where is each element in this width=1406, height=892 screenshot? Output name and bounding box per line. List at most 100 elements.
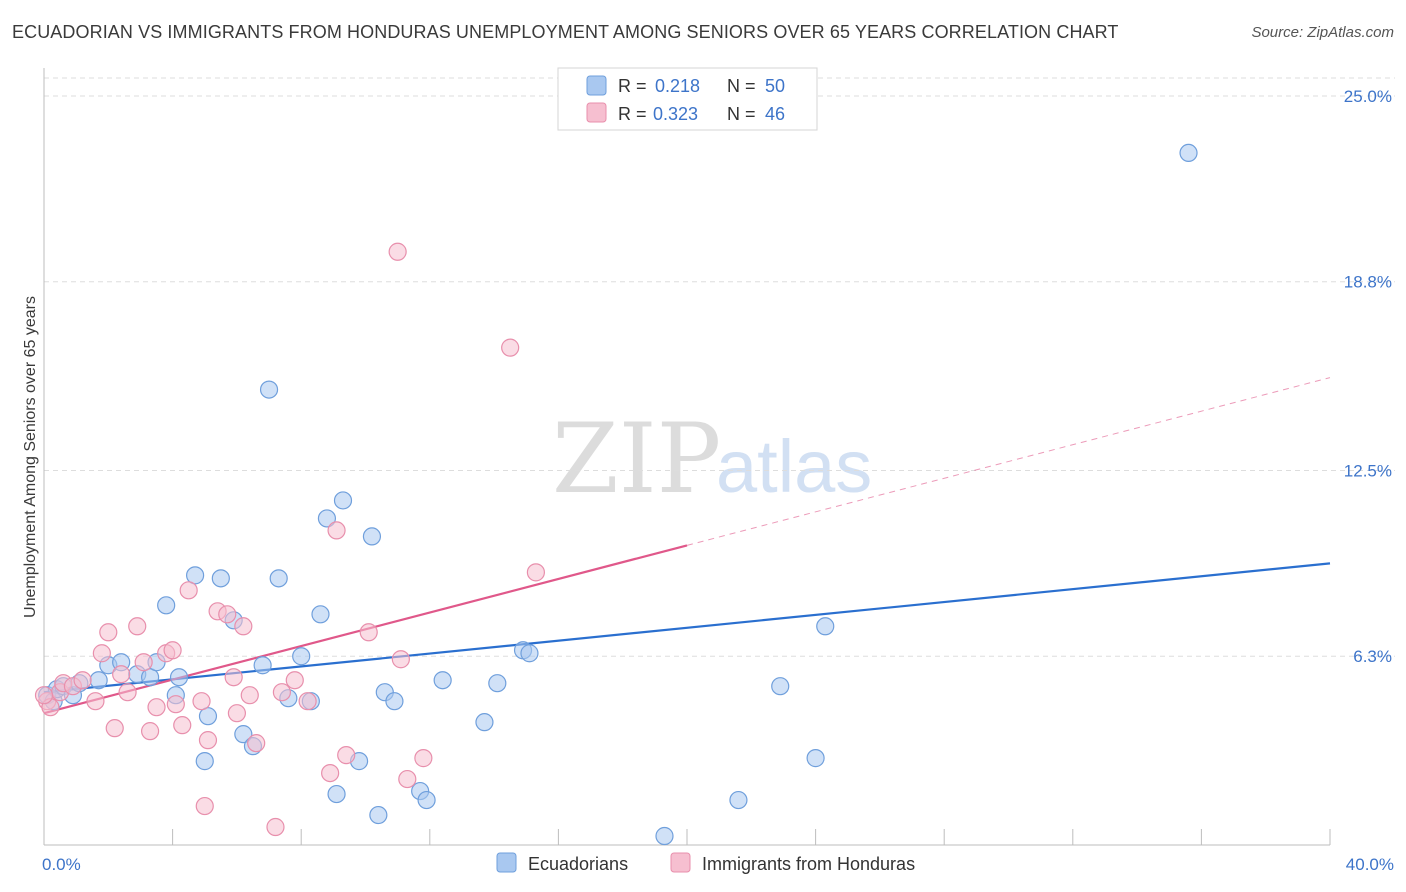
point-honduras	[327, 521, 346, 540]
point-honduras	[414, 749, 433, 768]
source-credit: Source: ZipAtlas.com	[1251, 24, 1394, 41]
point-ecuadorians	[327, 784, 346, 804]
point-ecuadorians	[362, 527, 382, 546]
point-ecuadorians	[292, 647, 311, 666]
point-ecuadorians	[417, 790, 436, 810]
point-honduras	[227, 704, 246, 723]
point-ecuadorians	[433, 671, 452, 690]
point-honduras	[247, 734, 266, 753]
point-ecuadorians	[488, 674, 507, 693]
legend-stats: R = 0.218 N = 50 R = 0.323 N = 46	[557, 67, 818, 131]
point-ecuadorians	[385, 692, 404, 711]
point-ecuadorians	[195, 752, 214, 771]
bottom-legend-label-ecuadorians: Ecuadorians	[528, 854, 628, 874]
bottom-legend-label-honduras: Immigrants from Honduras	[702, 854, 915, 874]
point-honduras	[166, 695, 185, 714]
point-ecuadorians	[333, 491, 353, 510]
point-honduras	[195, 796, 214, 816]
y-tick-label: 12.5%	[1344, 461, 1392, 480]
legend-series: Ecuadorians Immigrants from Honduras	[496, 852, 915, 874]
point-honduras	[224, 668, 243, 687]
point-ecuadorians	[520, 644, 539, 663]
gridlines	[44, 77, 1395, 657]
point-ecuadorians	[311, 605, 330, 624]
watermark-zip: ZIP	[552, 403, 721, 515]
point-honduras	[398, 769, 417, 789]
point-ecuadorians	[259, 380, 279, 399]
point-ecuadorians	[269, 569, 288, 588]
point-ecuadorians	[186, 566, 205, 585]
legend-swatch-ecuadorians	[586, 75, 607, 96]
point-honduras	[105, 719, 124, 738]
legend-r-label-ecuadorians: R =	[618, 76, 647, 96]
point-honduras	[99, 623, 118, 642]
point-honduras	[34, 686, 54, 705]
point-honduras	[391, 650, 410, 669]
point-ecuadorians	[157, 596, 176, 615]
point-honduras	[173, 716, 192, 735]
bottom-legend-swatch-honduras	[670, 852, 691, 873]
legend-r-value-honduras: 0.323	[653, 104, 698, 124]
tick-labels: 6.3% 12.5% 18.8% 25.0% 0.0% 40.0%	[42, 87, 1394, 874]
point-ecuadorians	[816, 617, 835, 636]
legend-swatch-honduras	[586, 102, 607, 123]
point-ecuadorians	[655, 826, 674, 846]
legend-r-label-honduras: R =	[618, 104, 647, 124]
point-ecuadorians	[253, 656, 272, 675]
point-ecuadorians	[729, 790, 748, 810]
point-honduras	[526, 563, 545, 582]
point-honduras	[118, 683, 137, 702]
point-honduras	[285, 671, 304, 690]
legend-n-value-honduras: 46	[765, 104, 785, 124]
point-honduras	[179, 581, 198, 600]
point-ecuadorians	[140, 668, 160, 687]
bottom-legend-swatch-ecuadorians	[496, 852, 517, 873]
trend-line-extension-honduras	[686, 377, 1331, 546]
point-honduras	[192, 692, 211, 711]
y-tick-label: 6.3%	[1353, 647, 1392, 666]
point-honduras	[198, 731, 218, 750]
legend-n-label-ecuadorians: N =	[727, 76, 756, 96]
axes	[43, 68, 1331, 846]
point-honduras	[128, 617, 147, 636]
point-honduras	[86, 692, 105, 711]
point-honduras	[240, 686, 259, 705]
point-ecuadorians	[475, 713, 494, 732]
y-axis-label: Unemployment Among Seniors over 65 years	[22, 296, 39, 618]
y-tick-label: 18.8%	[1344, 273, 1392, 292]
point-honduras	[321, 763, 340, 783]
legend-n-label-honduras: N =	[727, 104, 756, 124]
point-ecuadorians	[169, 668, 189, 687]
data-points	[34, 143, 1198, 846]
watermark-atlas: atlas	[716, 425, 872, 508]
point-honduras	[272, 683, 292, 702]
point-ecuadorians	[198, 707, 218, 726]
point-honduras	[147, 698, 166, 717]
point-ecuadorians	[806, 749, 825, 768]
y-tick-label: 25.0%	[1344, 87, 1392, 106]
point-ecuadorians	[317, 509, 337, 528]
point-honduras	[218, 605, 237, 624]
point-honduras	[140, 722, 160, 741]
point-honduras	[73, 671, 92, 690]
point-honduras	[134, 653, 153, 672]
chart-title: ECUADORIAN VS IMMIGRANTS FROM HONDURAS U…	[12, 22, 1119, 42]
x-tick-label: 0.0%	[42, 855, 81, 874]
point-ecuadorians	[369, 805, 388, 825]
point-ecuadorians	[234, 725, 253, 744]
point-honduras	[388, 242, 407, 261]
point-honduras	[92, 644, 111, 663]
point-ecuadorians	[211, 569, 230, 588]
point-ecuadorians	[771, 677, 790, 696]
point-honduras	[163, 641, 182, 660]
point-honduras	[359, 623, 378, 642]
point-honduras	[266, 817, 285, 837]
point-honduras	[112, 665, 131, 684]
point-ecuadorians	[89, 671, 108, 690]
point-ecuadorians	[1179, 143, 1198, 163]
point-honduras	[298, 692, 317, 711]
point-honduras	[337, 746, 356, 765]
point-honduras	[501, 338, 520, 357]
point-honduras	[234, 617, 253, 636]
